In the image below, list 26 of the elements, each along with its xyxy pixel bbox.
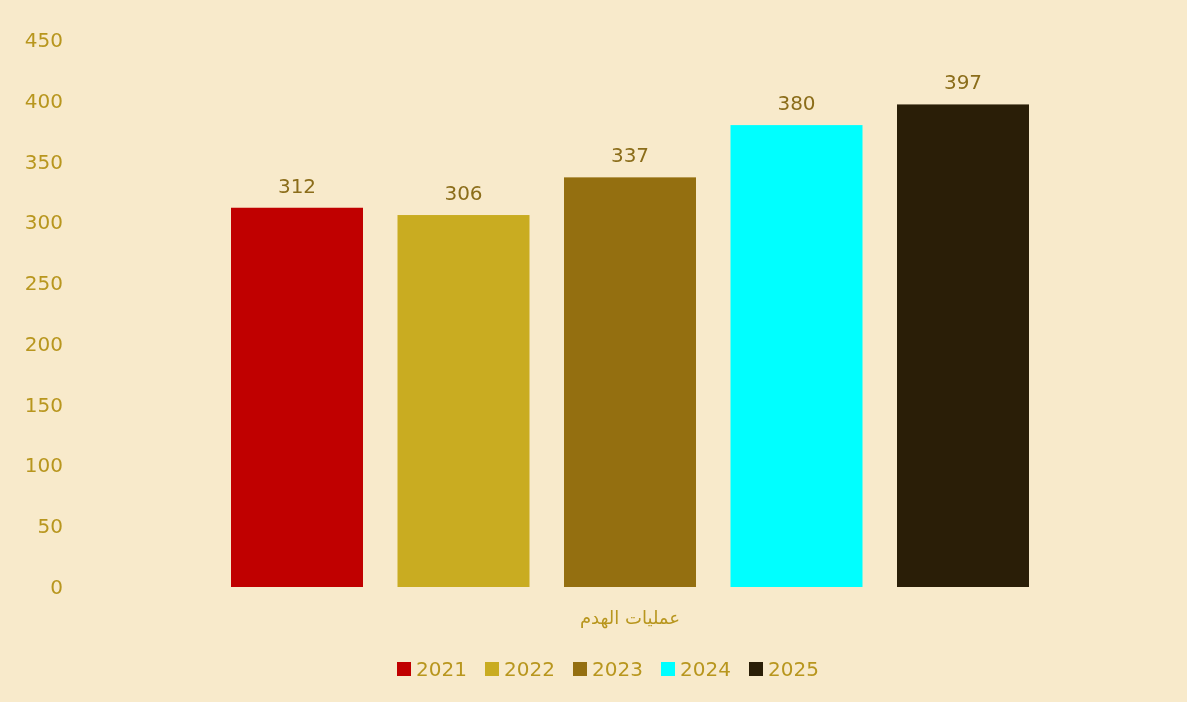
data-label: 380 xyxy=(777,91,816,116)
y-tick-label: 250 xyxy=(24,271,63,296)
y-tick-label: 350 xyxy=(24,149,63,174)
y-tick-label: 400 xyxy=(24,88,63,113)
bar xyxy=(397,215,530,587)
legend-label: 2022 xyxy=(504,657,555,681)
data-label: 397 xyxy=(943,70,983,95)
y-tick-label: 50 xyxy=(37,514,63,539)
bar xyxy=(231,207,363,587)
y-tick-label: 200 xyxy=(24,331,63,356)
bar xyxy=(897,104,1029,587)
y-tick-label: 300 xyxy=(24,210,63,235)
y-tick-label: 150 xyxy=(24,392,63,417)
legend-label: 2021 xyxy=(416,657,467,681)
y-tick-label: 100 xyxy=(24,453,63,478)
y-tick-label: 0 xyxy=(50,575,63,599)
data-label: 312 xyxy=(277,173,317,198)
bar xyxy=(564,177,696,587)
legend-label: 2023 xyxy=(592,657,643,681)
legend-label: 2024 xyxy=(680,657,731,681)
legend-label: 2025 xyxy=(768,657,819,681)
y-tick-label: 450 xyxy=(24,28,63,52)
bar xyxy=(730,125,863,587)
data-label: 337 xyxy=(610,143,650,168)
x-axis-title: عمليات الهدم xyxy=(579,607,681,629)
data-label: 306 xyxy=(444,181,483,206)
